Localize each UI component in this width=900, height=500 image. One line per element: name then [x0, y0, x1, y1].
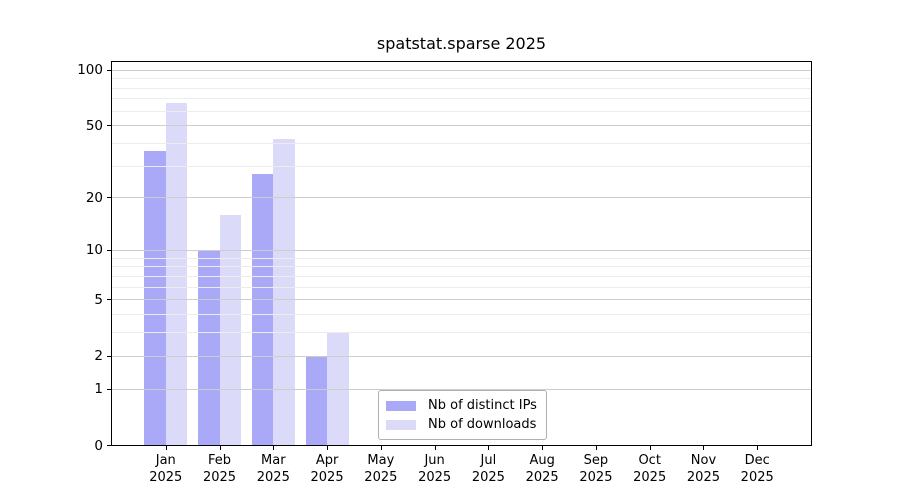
x-tick-mark-sep: [596, 446, 597, 450]
bar-mar-distinct-ips: [251, 174, 274, 445]
x-tick-mark-oct: [650, 446, 651, 450]
bar-jan-distinct-ips: [144, 151, 166, 445]
legend-swatch-downloads: [386, 419, 416, 430]
y-tick-label-10: 10: [85, 242, 103, 259]
y-tick-label-0: 0: [94, 437, 103, 454]
x-tick-mark-nov: [703, 446, 704, 450]
y-tick-label-5: 5: [94, 291, 103, 308]
x-tick-mark-may: [381, 446, 382, 450]
bar-apr-distinct-ips: [305, 355, 328, 445]
x-tick-label-dec: Dec 2025: [740, 453, 774, 485]
gridline-y-1: [112, 389, 811, 390]
gridline-y-50: [112, 125, 811, 126]
x-tick-mark-jan: [166, 446, 167, 450]
chart-title: spatstat.sparse 2025: [376, 34, 547, 53]
legend-swatch-distinct-ips: [386, 400, 416, 411]
bar-feb-distinct-ips: [198, 249, 220, 445]
bar-mar-downloads: [273, 139, 295, 445]
y-tick-label-20: 20: [85, 189, 103, 206]
x-tick-label-jun: Jun 2025: [418, 453, 452, 485]
x-tick-mark-mar: [273, 446, 274, 450]
x-tick-label-nov: Nov 2025: [686, 453, 720, 485]
legend-label-downloads: Nb of downloads: [428, 417, 537, 432]
gridline-y-8: [112, 266, 811, 267]
gridline-y-90: [112, 78, 811, 79]
gridline-y-80: [112, 88, 811, 89]
gridline-y-4: [112, 314, 811, 315]
x-tick-label-apr: Apr 2025: [310, 453, 344, 485]
gridline-y-60: [112, 111, 811, 112]
x-tick-mark-feb: [220, 446, 221, 450]
legend-item-distinct-ips: Nb of distinct IPs: [386, 396, 537, 415]
y-tick-mark-10: [107, 250, 111, 251]
legend-item-downloads: Nb of downloads: [386, 415, 537, 434]
legend-label-distinct-ips: Nb of distinct IPs: [428, 398, 537, 413]
x-tick-mark-jul: [488, 446, 489, 450]
x-tick-label-oct: Oct 2025: [633, 453, 667, 485]
y-tick-mark-100: [107, 70, 111, 71]
x-tick-label-jan: Jan 2025: [149, 453, 183, 485]
bar-feb-downloads: [219, 214, 242, 445]
gridline-y-3: [112, 332, 811, 333]
y-tick-mark-2: [107, 356, 111, 357]
x-tick-label-may: May 2025: [364, 453, 398, 485]
bar-apr-downloads: [327, 332, 349, 445]
x-tick-label-aug: Aug 2025: [525, 453, 559, 485]
y-tick-mark-1: [107, 389, 111, 390]
bar-jan-downloads: [165, 103, 188, 445]
gridline-y-2: [112, 356, 811, 357]
x-tick-mark-jun: [435, 446, 436, 450]
legend: Nb of distinct IPs Nb of downloads: [378, 390, 547, 440]
x-tick-label-mar: Mar 2025: [256, 453, 290, 485]
x-tick-label-sep: Sep 2025: [579, 453, 613, 485]
gridline-y-30: [112, 166, 811, 167]
x-tick-mark-apr: [327, 446, 328, 450]
gridline-y-5: [112, 299, 811, 300]
gridline-y-9: [112, 258, 811, 259]
gridline-y-7: [112, 276, 811, 277]
gridline-y-10: [112, 250, 811, 251]
y-tick-label-100: 100: [77, 62, 103, 79]
y-tick-label-2: 2: [94, 348, 103, 365]
gridline-y-70: [112, 98, 811, 99]
y-tick-label-1: 1: [94, 381, 103, 398]
x-tick-label-feb: Feb 2025: [202, 453, 237, 485]
y-tick-mark-50: [107, 125, 111, 126]
y-tick-mark-5: [107, 299, 111, 300]
y-tick-mark-0: [107, 445, 111, 446]
x-tick-label-jul: Jul 2025: [471, 453, 505, 485]
gridline-y-6: [112, 287, 811, 288]
gridline-y-40: [112, 143, 811, 144]
x-tick-mark-dec: [757, 446, 758, 450]
gridline-y-100: [112, 70, 811, 71]
y-tick-label-50: 50: [85, 117, 103, 134]
gridline-y-20: [112, 197, 811, 198]
x-tick-mark-aug: [542, 446, 543, 450]
y-tick-mark-20: [107, 197, 111, 198]
